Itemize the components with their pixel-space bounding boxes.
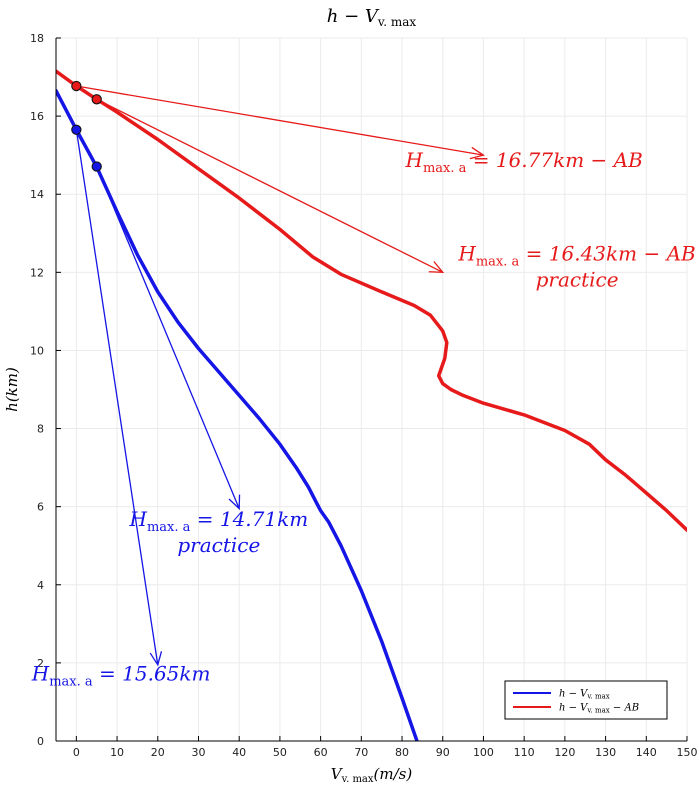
chart-title: h − Vv. max	[327, 6, 417, 29]
series-line-1	[56, 69, 687, 532]
x-tick-label: 40	[232, 746, 246, 759]
y-tick-label: 12	[30, 266, 44, 279]
x-tick-label: 120	[554, 746, 575, 759]
x-axis-label: Vv. max(m/s)	[331, 765, 413, 785]
y-tick-label: 14	[30, 188, 44, 201]
data-point-0	[71, 80, 82, 92]
y-tick-label: 0	[37, 735, 44, 748]
x-tick-label: 100	[473, 746, 494, 759]
annotation-arrow-3	[75, 129, 159, 665]
series-line-0	[56, 88, 419, 741]
x-tick-label: 90	[436, 746, 450, 759]
x-tick-label: 30	[191, 746, 205, 759]
x-tick-label: 60	[314, 746, 328, 759]
annotation-label-2: Hmax. a = 14.71km	[128, 507, 308, 535]
y-tick-label: 4	[37, 579, 44, 592]
annotations	[75, 85, 486, 667]
x-tick-label: 10	[110, 746, 124, 759]
x-tick-label: 70	[354, 746, 368, 759]
annotation-arrow-0	[76, 85, 484, 156]
series-layer	[56, 69, 687, 741]
annotation-arrowhead-1	[428, 261, 445, 274]
data-point-1	[91, 94, 102, 105]
y-tick-label: 18	[30, 32, 44, 45]
labels: Hmax. a = 16.77km − AB Hmax. a = 16.43km …	[3, 6, 696, 785]
x-tick-label: 150	[677, 746, 698, 759]
y-tick-label: 16	[30, 110, 44, 123]
x-tick-label: 130	[595, 746, 616, 759]
y-tick-label: 8	[37, 423, 44, 436]
x-tick-label: 140	[636, 746, 657, 759]
annotation-arrow-2	[96, 166, 240, 509]
annotation-label-3: Hmax. a = 15.65km	[31, 661, 211, 689]
annotation-label-0: Hmax. a = 16.77km − AB	[404, 148, 642, 176]
legend-label-0: h − Vv. max	[559, 689, 610, 701]
markers	[71, 80, 102, 172]
data-point-2	[71, 124, 82, 135]
grid	[56, 37, 688, 742]
legend: h − Vv. max h − Vv. max − AB	[504, 680, 668, 720]
annotation-arrowhead-0	[469, 146, 486, 160]
x-tick-label: 80	[395, 746, 409, 759]
x-tick-label: 50	[273, 746, 287, 759]
annotation-label-1: Hmax. a = 16.43km − AB	[457, 242, 695, 270]
y-tick-label: 10	[30, 344, 44, 357]
annotation-sublabel-2: practice	[177, 533, 260, 557]
annotation-arrowhead-2	[228, 494, 241, 511]
y-tick-label: 6	[37, 501, 44, 514]
y-tick-label: 2	[37, 657, 44, 670]
x-tick-label: 0	[73, 746, 80, 759]
x-tick-label: 20	[151, 746, 165, 759]
data-point-3	[91, 161, 102, 172]
legend-box	[504, 680, 668, 720]
legend-label-1: h − Vv. max − AB	[559, 703, 639, 715]
annotation-arrow-1	[96, 98, 444, 273]
annotation-arrowhead-3	[149, 651, 163, 667]
x-tick-label: 110	[514, 746, 535, 759]
annotation-sublabel-1: practice	[536, 268, 619, 292]
y-axis-label: h(km)	[3, 367, 21, 412]
axes: 0 10 20 30 40 50 60 70 80 90 100 110 120 130 140 150 0 2 4…	[30, 32, 698, 759]
